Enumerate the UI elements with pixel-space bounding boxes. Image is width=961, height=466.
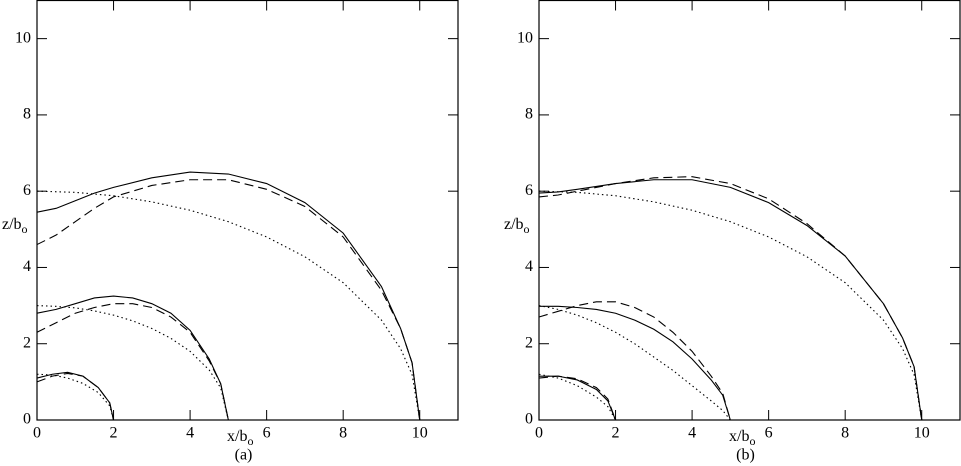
- y-tick-label: 6: [525, 182, 533, 199]
- x-axis-label-sub: o: [750, 434, 756, 448]
- curve: [36, 305, 229, 421]
- y-tick-label: 4: [525, 258, 533, 275]
- y-tick-label: 0: [525, 411, 533, 428]
- x-axis-label-main: x/b: [227, 428, 247, 445]
- y-tick-label: 4: [23, 258, 31, 275]
- caption: (b): [736, 447, 755, 464]
- y-tick-label: 10: [15, 29, 31, 46]
- curve: [36, 373, 115, 421]
- curve: [539, 305, 731, 421]
- y-axis-label-main: z/b: [2, 216, 22, 233]
- x-tick-label: 2: [612, 425, 620, 442]
- x-tick-label: 0: [33, 425, 41, 442]
- plot-frame: [36, 0, 459, 421]
- x-tick-label: 8: [841, 425, 849, 442]
- curve: [36, 171, 421, 421]
- y-tick-label: 0: [23, 411, 31, 428]
- curve: [539, 375, 617, 421]
- curve: [538, 176, 923, 421]
- x-tick-label: 8: [339, 425, 347, 442]
- curve: [36, 179, 421, 421]
- y-axis-label-sub: o: [22, 222, 28, 236]
- x-tick-label: 4: [688, 425, 696, 442]
- x-axis-label: x/bo: [729, 428, 755, 448]
- x-tick-label: 10: [914, 425, 930, 442]
- caption: (a): [235, 447, 253, 464]
- curve: [36, 303, 229, 421]
- x-tick-label: 6: [765, 425, 773, 442]
- y-tick-label: 8: [525, 106, 533, 123]
- y-axis-label: z/bo: [2, 216, 28, 236]
- x-tick-label: 0: [535, 425, 543, 442]
- x-tick-label: 10: [412, 425, 428, 442]
- y-tick-label: 6: [23, 182, 31, 199]
- y-axis-label-sub: o: [524, 222, 530, 236]
- curve: [36, 190, 421, 421]
- x-tick-label: 2: [110, 425, 118, 442]
- x-tick-label: 4: [186, 425, 194, 442]
- plot-frame: [538, 0, 961, 421]
- curve: [538, 375, 617, 421]
- x-axis-label-main: x/b: [729, 428, 749, 445]
- y-tick-label: 2: [525, 334, 533, 351]
- curve: [538, 305, 731, 421]
- curve: [36, 372, 115, 421]
- x-tick-label: 6: [263, 425, 271, 442]
- x-axis-label-sub: o: [248, 434, 254, 448]
- y-tick-label: 10: [517, 29, 533, 46]
- curve: [538, 190, 923, 421]
- curve: [538, 301, 731, 421]
- curve: [538, 179, 923, 421]
- y-tick-label: 8: [23, 106, 31, 123]
- curve: [36, 371, 115, 421]
- y-axis-label-main: z/b: [504, 216, 524, 233]
- curve: [36, 295, 229, 421]
- y-tick-label: 2: [23, 334, 31, 351]
- y-axis-label: z/bo: [504, 216, 530, 236]
- x-axis-label: x/bo: [227, 428, 253, 448]
